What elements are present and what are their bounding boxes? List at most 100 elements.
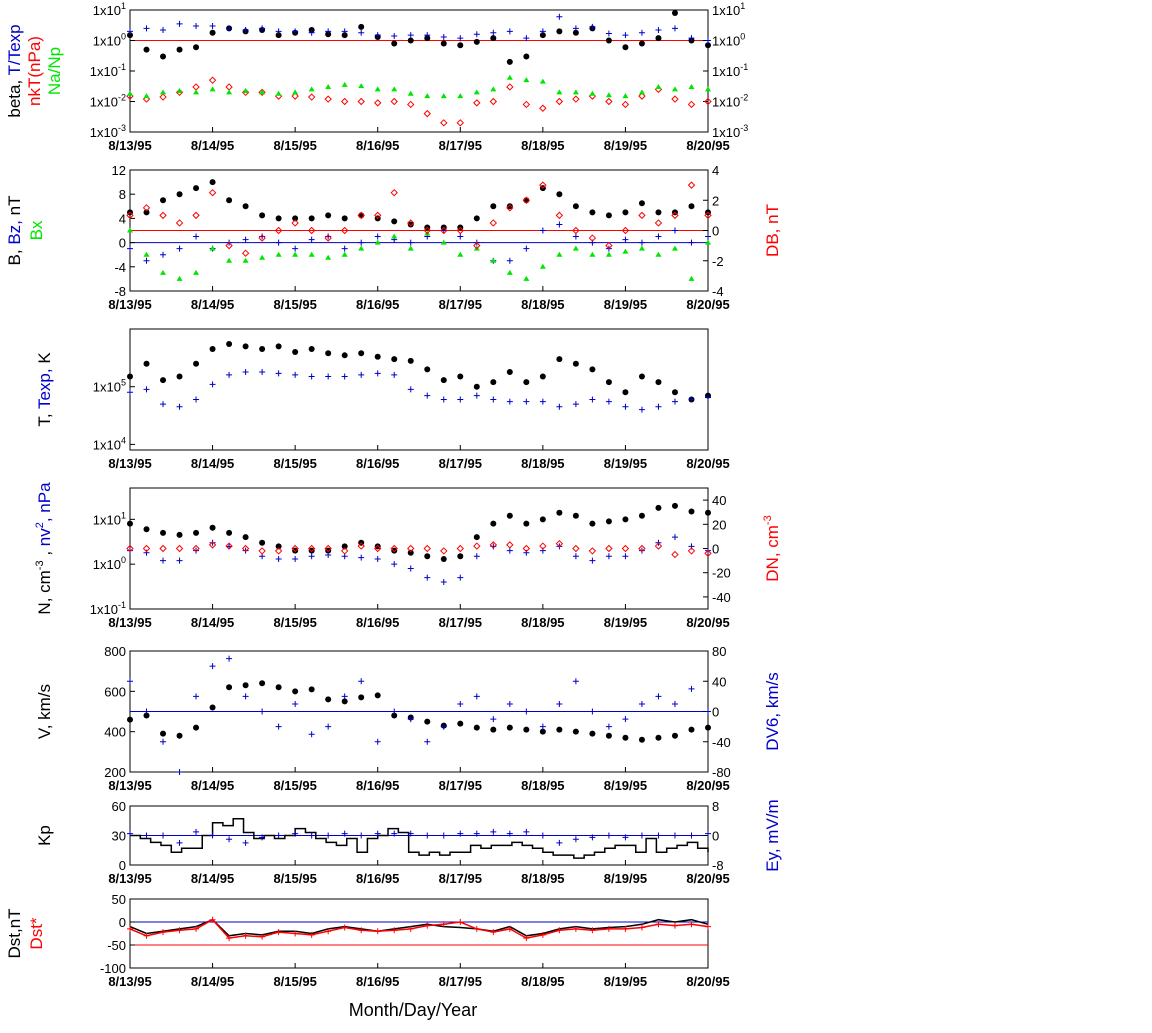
panel-1-series-point: [259, 25, 266, 32]
panel-1-series-point: [638, 89, 645, 95]
panel-5-series-point: [358, 694, 365, 701]
panel-5-right-series-point: [638, 700, 645, 707]
panel-2-ytick-label: 12: [112, 163, 126, 178]
panel-1-ytick-label: 1x101: [93, 1, 126, 18]
panel-2-right-series-point: [307, 226, 316, 235]
panel-4-series-point: [325, 552, 332, 559]
panel-4-ylabel: N, cm-3 , nv2, nPa: [34, 482, 54, 615]
panel-4-right-series-point: [357, 542, 365, 550]
panel-7-series-point: [176, 927, 183, 934]
panel-3-series-point: [160, 377, 167, 384]
panel-3-xtick-label: 8/13/95: [108, 456, 151, 471]
panel-1-xtick-label: 8/13/95: [108, 138, 151, 153]
panel-3-series-point: [622, 403, 629, 410]
panel-6-right-series-point: [671, 832, 678, 839]
panel-1-xtick-label: 8/19/95: [604, 138, 647, 153]
panel-2-xtick-label: 8/17/95: [439, 297, 482, 312]
panel-3-series-point: [622, 389, 629, 396]
panel-1-series-point: [473, 31, 480, 38]
panel-4-right-series-point: [489, 541, 498, 549]
panel-3-series-point: [193, 360, 200, 367]
panel-2-series-point: [226, 257, 233, 263]
panel-7-series-point: [143, 932, 150, 939]
panel-6-xtick-label: 8/18/95: [521, 871, 564, 886]
panel-2-series-point: [688, 203, 695, 210]
panel-4-series-point: [209, 539, 216, 546]
panel-2-xtick-label: 8/15/95: [273, 297, 316, 312]
panel-4-series-point: [391, 561, 398, 568]
panel-2-series-point: [655, 251, 662, 257]
panel-3-series-point: [209, 381, 216, 388]
panel-4-right-series-point: [258, 547, 266, 555]
panel-1-series-point: [325, 28, 332, 35]
panel-4-series-point: [523, 520, 530, 527]
panel-6-right-series-point: [341, 830, 348, 837]
panel-1-series-point: [258, 88, 266, 97]
panel-1-series-point: [143, 93, 150, 99]
panel-4-xtick-label: 8/16/95: [356, 615, 399, 630]
panel-4-right-series-point: [588, 547, 597, 555]
panel-1-series-point: [490, 35, 497, 42]
panel-1-series-point: [374, 32, 381, 39]
panel-1-series-point: [506, 83, 514, 91]
panel-4-right-series-point: [340, 547, 349, 555]
panel-1-series-point: [226, 25, 233, 32]
panel-1-series-point: [357, 97, 365, 106]
panel-3-series-point: [358, 371, 365, 378]
panel-2-series-point: [523, 197, 530, 204]
panel-1-series-point: [242, 88, 249, 94]
panel-3-xtick-label: 8/14/95: [191, 456, 234, 471]
panel-6-right-series-point: [490, 828, 497, 835]
panel-4-series-point: [589, 520, 596, 527]
panel-2-series-point: [193, 233, 200, 240]
panel-2-ytick-label: 4: [119, 211, 126, 226]
panel-5-right-series-point: [523, 708, 530, 715]
panel-3-series-point: [556, 403, 563, 410]
panel-7-series-point: [539, 931, 546, 938]
panel-5-ytick-right-label: 80: [712, 644, 726, 659]
panel-1-series-point: [358, 29, 365, 36]
panel-2-series-point: [407, 221, 414, 228]
panel-2-series-point: [341, 245, 348, 252]
panel-4-series-point: [473, 553, 480, 560]
panel-2-series-point: [589, 251, 596, 257]
panel-1-series-point: [473, 38, 480, 45]
panel-1-series-point: [143, 25, 150, 32]
panel-5-series-point: [638, 736, 645, 743]
panel-1-series-point: [291, 92, 299, 100]
panel-1-series-point: [621, 100, 630, 109]
panel-5-right-series-point: [275, 723, 282, 730]
panel-4-xtick-label: 8/17/95: [439, 615, 482, 630]
panel-4-right-series-point: [208, 541, 217, 549]
panel-5-xtick-label: 8/15/95: [273, 778, 316, 793]
panel-2-series-point: [638, 200, 645, 207]
panel-2-right-series-point: [440, 226, 448, 235]
panel-2-series-point: [292, 245, 299, 252]
panel-6-right-series-point: [622, 834, 629, 841]
panel-2-series-point: [292, 251, 299, 257]
panel-4-right-series-point: [274, 547, 283, 555]
panel-1-series-point: [391, 40, 398, 47]
panel-2-series-point: [523, 245, 530, 252]
panel-1-series-point: [440, 34, 447, 41]
x-axis-label: Month/Day/Year: [349, 1000, 477, 1020]
panel-5-xtick-label: 8/16/95: [356, 778, 399, 793]
panel-2-series-point: [572, 203, 579, 210]
panel-5-right-series-point: [572, 678, 579, 685]
panel-4-frame: [129, 487, 709, 610]
panel-7-ytick-label: 50: [112, 892, 126, 907]
panel-3-series-point: [259, 346, 266, 353]
panel-7-series-point: [308, 931, 315, 938]
panel-3-series-point: [473, 383, 480, 390]
panel-4-series-point: [160, 529, 167, 536]
panel-1-series-point: [605, 92, 612, 98]
panel-1-series-point: [407, 32, 414, 39]
panel-2-xtick-label: 8/19/95: [604, 297, 647, 312]
panel-5-right-series-point: [176, 769, 183, 775]
panel-2-series-point: [308, 236, 315, 243]
panel-1-series-point: [275, 32, 282, 39]
panel-4-right-series-point: [225, 542, 233, 550]
panel-6-right-series-point: [705, 830, 711, 837]
panel-3-series-point: [308, 346, 315, 353]
